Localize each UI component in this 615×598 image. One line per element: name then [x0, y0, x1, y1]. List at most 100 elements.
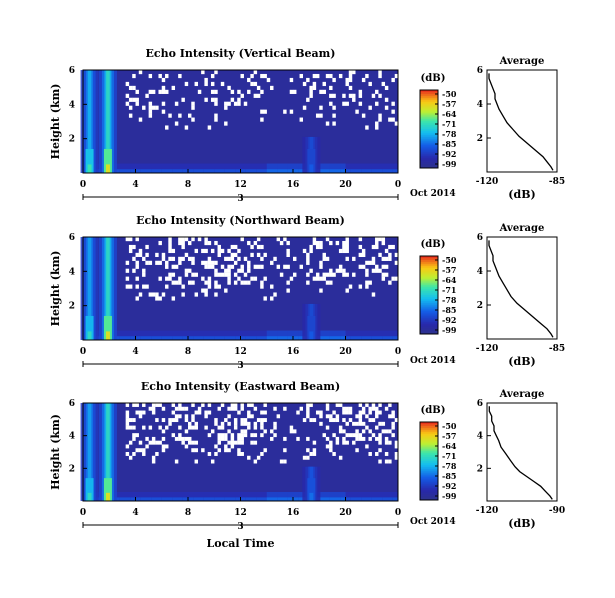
gap-cell: [273, 292, 277, 297]
heatmap-panel-1: Echo Intensity (Vertical Beam) 2 4 6 Height …: [49, 47, 456, 204]
gap-cell: [125, 452, 130, 456]
ground-band-cell: [177, 330, 184, 340]
gap-cell: [188, 425, 192, 430]
gap-cell: [381, 256, 386, 261]
colorbar-cell: [420, 287, 438, 290]
gap-cell: [161, 252, 166, 258]
gap-cell: [132, 256, 136, 261]
gap-cell: [207, 280, 212, 285]
colorbar-frame: [419, 421, 439, 501]
gap-cell: [306, 448, 310, 453]
ground-band-cell: [277, 492, 283, 501]
gap-cell: [135, 89, 139, 94]
gap-cell: [233, 272, 238, 277]
gap-cell: [312, 73, 317, 79]
ground-band-cell: [224, 330, 231, 340]
ground-band-cell: [272, 163, 278, 173]
gap-cell: [342, 240, 346, 246]
gap-cell: [358, 101, 363, 106]
gap-cell: [384, 436, 389, 441]
colorbar-cell: [420, 435, 438, 438]
gap-cell: [286, 240, 290, 246]
gap-cell: [394, 444, 399, 449]
gap-cell: [214, 240, 218, 246]
y-tick-label: 4: [477, 432, 483, 442]
ground-band-cell: [119, 330, 126, 340]
gap-cell: [191, 272, 195, 277]
colorbar-cell: [420, 449, 438, 452]
ground-band-cell: [282, 336, 289, 340]
gap-cell: [391, 410, 395, 415]
gap-cell: [214, 260, 218, 265]
gap-cell: [240, 429, 244, 434]
colorbar-cell: [420, 166, 438, 169]
ground-band-cell: [235, 169, 241, 173]
y-tick-label: 2: [69, 302, 75, 312]
ground-band-cell: [371, 330, 378, 340]
ground-band-cell: [130, 330, 136, 340]
ground-band-cell: [256, 330, 262, 340]
ground-band-cell: [361, 163, 367, 173]
gap-cell: [375, 237, 379, 242]
gap-cell: [345, 77, 349, 83]
gap-cell: [178, 113, 182, 118]
gap-cell: [381, 421, 386, 426]
ground-band-cell: [198, 330, 205, 340]
gap-cell: [260, 117, 264, 122]
gap-cell: [184, 268, 189, 273]
average-profile-line: [488, 73, 554, 171]
gap-cell: [138, 292, 143, 297]
gap-cell: [168, 237, 172, 242]
gap-cell: [227, 440, 231, 445]
gap-cell: [329, 414, 333, 419]
ground-band-cell: [345, 163, 352, 173]
gap-cell: [260, 421, 264, 426]
gap-cell: [181, 97, 185, 102]
gap-cell: [145, 244, 149, 250]
colorbar-tick-label: -64: [442, 441, 457, 451]
gap-cell: [174, 280, 179, 285]
gap-cell: [365, 284, 369, 289]
gap-cell: [315, 73, 320, 79]
gap-cell: [171, 296, 176, 301]
y-tick-label: 6: [477, 66, 483, 76]
gap-cell: [155, 260, 159, 265]
gap-cell: [312, 452, 317, 456]
date-label: 3: [237, 194, 243, 204]
gap-cell: [207, 403, 212, 407]
gap-cell: [230, 244, 235, 250]
gap-cell: [230, 89, 235, 94]
ground-band-cell: [361, 330, 367, 340]
colorbar-cell: [420, 123, 438, 126]
gap-cell: [217, 433, 221, 438]
colorbar-cell: [420, 136, 438, 140]
colorbar-unit: (dB): [421, 73, 446, 84]
gap-cell: [227, 248, 231, 254]
ground-band-cell: [245, 330, 252, 340]
ground-band-cell: [177, 497, 184, 501]
gap-cell: [260, 410, 264, 415]
ground-band-cell: [167, 336, 173, 340]
ground-band-cell: [371, 497, 378, 501]
colorbar-cell: [420, 146, 438, 149]
gap-cell: [253, 276, 258, 281]
gap-cell: [394, 452, 399, 456]
colorbar-cell: [420, 437, 438, 440]
colorbar-cell: [420, 105, 438, 108]
colorbar-cell: [420, 150, 438, 153]
gap-cell: [309, 403, 313, 407]
gap-cell: [348, 77, 353, 83]
ground-band-cell: [335, 330, 341, 340]
gap-cell: [378, 403, 382, 407]
gap-cell: [319, 244, 323, 250]
gap-cell: [247, 240, 251, 246]
gap-cell: [332, 121, 336, 126]
gap-cell: [227, 421, 231, 426]
colorbar-tick-label: -78: [442, 461, 457, 471]
colorbar-cell: [420, 422, 438, 425]
gap-cell: [125, 284, 130, 289]
colorbar-cell: [420, 134, 438, 138]
gap-cell: [371, 260, 376, 265]
gap-cell: [355, 109, 359, 114]
gap-cell: [322, 256, 326, 261]
